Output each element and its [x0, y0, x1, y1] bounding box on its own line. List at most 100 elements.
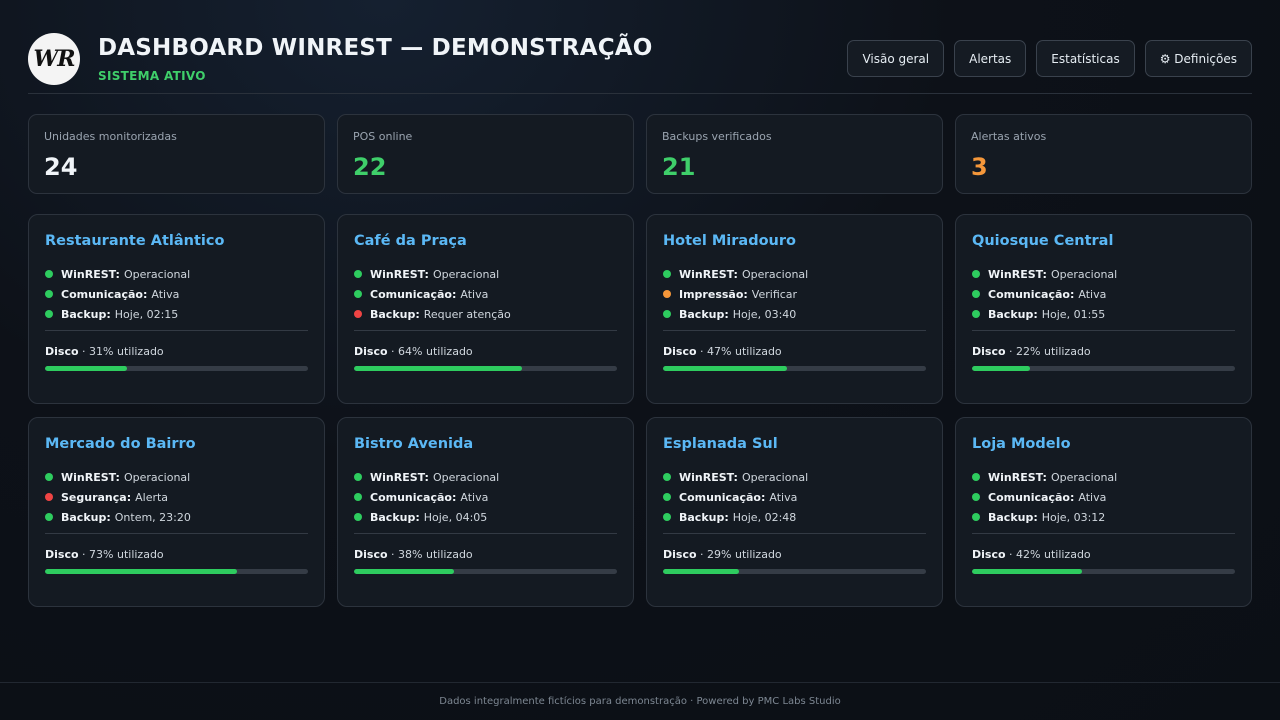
- unit-name[interactable]: Hotel Miradouro: [663, 233, 796, 249]
- unit-card[interactable]: Mercado do Bairro WinREST: Operacional Segu…: [28, 417, 325, 607]
- status-value: Operacional: [432, 267, 500, 281]
- disk-usage-value: 29% utilizado: [707, 548, 782, 561]
- status-key: Comunicação:: [370, 490, 457, 504]
- unit-name[interactable]: Café da Praça: [354, 233, 467, 249]
- footer: Dados integralmente fictícios para demon…: [0, 682, 1280, 720]
- nav-settings-button[interactable]: ⚙ Definições: [1144, 40, 1252, 77]
- status-line: Comunicação: Ativa: [354, 284, 511, 304]
- status-value: Operacional: [1050, 267, 1118, 281]
- disk-usage-fill: [663, 569, 740, 574]
- unit-card[interactable]: Hotel Miradouro WinREST: Operacional Impres…: [646, 214, 943, 404]
- status-key: Backup:: [61, 510, 111, 524]
- unit-card[interactable]: Esplanada Sul WinREST: Operacional Comunica…: [646, 417, 943, 607]
- status-line: WinREST: Operacional: [972, 264, 1117, 284]
- disk-usage-bar: [972, 366, 1235, 371]
- disk-usage-fill: [354, 366, 523, 371]
- status-key: WinREST:: [370, 267, 429, 281]
- status-line: Comunicação: Ativa: [354, 487, 499, 507]
- disk-usage-text: Disco · 42% utilizado: [972, 548, 1091, 561]
- stat-value: 22: [353, 153, 387, 181]
- divider: [972, 533, 1235, 534]
- unit-card[interactable]: Bistro Avenida WinREST: Operacional Comunic…: [337, 417, 634, 607]
- nav-bar: Visão geral Alertas Estatísticas ⚙ Defin…: [847, 40, 1252, 77]
- disk-usage-value: 38% utilizado: [398, 548, 473, 561]
- nav-statistics-button[interactable]: Estatísticas: [1036, 40, 1135, 77]
- stat-value: 24: [44, 153, 78, 181]
- status-line: Backup: Hoje, 04:05: [354, 507, 499, 527]
- divider: [354, 330, 617, 331]
- status-dot-icon: [354, 473, 362, 481]
- status-key: Backup:: [988, 510, 1038, 524]
- status-key: WinREST:: [61, 267, 120, 281]
- status-value: Hoje, 02:48: [732, 510, 797, 524]
- disk-usage-bar: [45, 366, 308, 371]
- status-key: WinREST:: [61, 470, 120, 484]
- disk-usage-bar: [663, 569, 926, 574]
- stat-card-alerts: Alertas ativos 3: [955, 114, 1252, 194]
- status-line: Backup: Hoje, 01:55: [972, 304, 1117, 324]
- status-line: WinREST: Operacional: [663, 467, 808, 487]
- disk-usage-text: Disco · 73% utilizado: [45, 548, 164, 561]
- status-key: Backup:: [370, 510, 420, 524]
- unit-card[interactable]: Café da Praça WinREST: Operacional Comunica…: [337, 214, 634, 404]
- disk-label: Disco: [663, 345, 697, 358]
- status-key: Comunicação:: [679, 490, 766, 504]
- status-value: Alerta: [135, 490, 169, 504]
- status-key: Backup:: [61, 307, 111, 321]
- disk-usage-text: Disco · 47% utilizado: [663, 345, 782, 358]
- status-dot-icon: [45, 290, 53, 298]
- status-value: Operacional: [432, 470, 500, 484]
- disk-usage-bar: [45, 569, 308, 574]
- unit-name[interactable]: Restaurante Atlântico: [45, 233, 225, 249]
- status-value: Operacional: [123, 470, 191, 484]
- status-line: WinREST: Operacional: [354, 264, 511, 284]
- status-line: WinREST: Operacional: [972, 467, 1117, 487]
- status-line: WinREST: Operacional: [354, 467, 499, 487]
- status-dot-icon: [663, 473, 671, 481]
- unit-name[interactable]: Bistro Avenida: [354, 436, 474, 452]
- disk-label: Disco: [972, 548, 1006, 561]
- unit-name[interactable]: Esplanada Sul: [663, 436, 778, 452]
- status-key: Comunicação:: [988, 287, 1075, 301]
- status-list: WinREST: Operacional Comunicação: Ativa Back…: [45, 264, 190, 324]
- status-dot-icon: [972, 513, 980, 521]
- status-key: Impressão:: [679, 287, 748, 301]
- disk-usage-value: 42% utilizado: [1016, 548, 1091, 561]
- status-key: Backup:: [370, 307, 420, 321]
- divider: [663, 533, 926, 534]
- unit-card[interactable]: Quiosque Central WinREST: Operacional Comun…: [955, 214, 1252, 404]
- unit-name[interactable]: Mercado do Bairro: [45, 436, 196, 452]
- status-dot-icon: [663, 290, 671, 298]
- unit-name[interactable]: Loja Modelo: [972, 436, 1071, 452]
- unit-card[interactable]: Restaurante Atlântico WinREST: Operacional…: [28, 214, 325, 404]
- status-key: WinREST:: [988, 470, 1047, 484]
- disk-usage-bar: [663, 366, 926, 371]
- divider: [354, 533, 617, 534]
- disk-usage-value: 31% utilizado: [89, 345, 164, 358]
- status-dot-icon: [354, 310, 362, 318]
- disk-usage-fill: [972, 569, 1083, 574]
- disk-usage-fill: [45, 569, 237, 574]
- unit-card[interactable]: Loja Modelo WinREST: Operacional Comunicaçã…: [955, 417, 1252, 607]
- status-dot-icon: [45, 270, 53, 278]
- stat-value: 21: [662, 153, 696, 181]
- status-value: Operacional: [741, 470, 809, 484]
- status-value: Ontem, 23:20: [114, 510, 191, 524]
- status-key: Segurança:: [61, 490, 132, 504]
- disk-usage-text: Disco · 38% utilizado: [354, 548, 473, 561]
- status-value: Ativa: [460, 287, 489, 301]
- unit-name[interactable]: Quiosque Central: [972, 233, 1114, 249]
- divider: [45, 330, 308, 331]
- status-dot-icon: [972, 310, 980, 318]
- status-dot-icon: [972, 473, 980, 481]
- disk-usage-value: 47% utilizado: [707, 345, 782, 358]
- nav-overview-button[interactable]: Visão geral: [847, 40, 945, 77]
- stat-card-units: Unidades monitorizadas 24: [28, 114, 325, 194]
- stat-card-pos: POS online 22: [337, 114, 634, 194]
- stat-value: 3: [971, 153, 988, 181]
- disk-usage-fill: [663, 366, 787, 371]
- nav-alerts-button[interactable]: Alertas: [954, 40, 1027, 77]
- status-line: WinREST: Operacional: [663, 264, 808, 284]
- status-dot-icon: [45, 513, 53, 521]
- disk-usage-fill: [354, 569, 454, 574]
